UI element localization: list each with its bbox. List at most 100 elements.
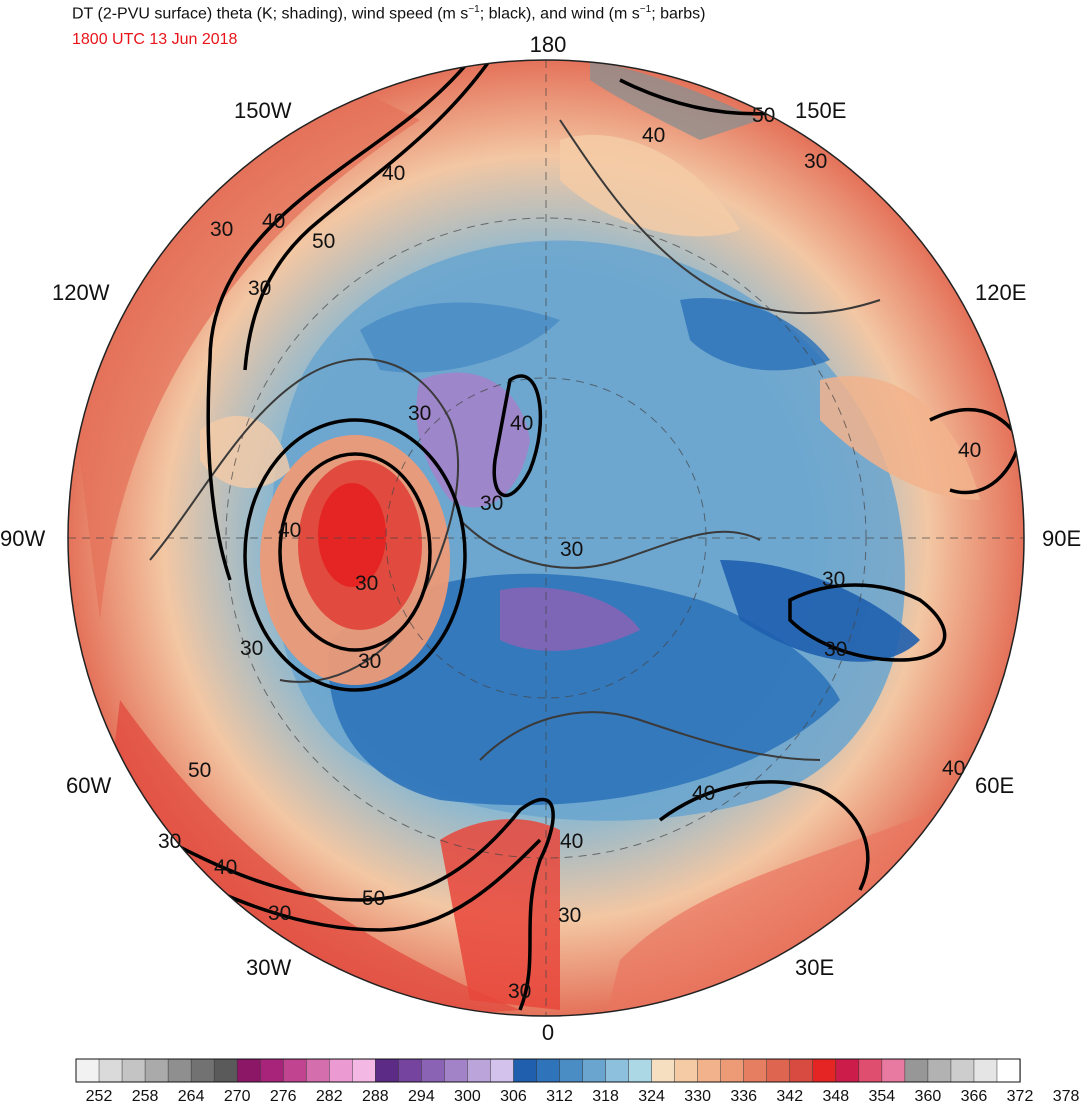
colorbar-swatch [98, 1058, 123, 1083]
colorbar-tick-label: 378 [1053, 1088, 1080, 1105]
colorbar-tick-label: 306 [500, 1088, 527, 1105]
colorbar-swatch [858, 1058, 883, 1083]
contour-label: 30 [210, 218, 233, 241]
colorbar-swatch [973, 1058, 998, 1083]
lon-label-0: 0 [542, 1020, 554, 1045]
colorbar-tick-label: 264 [178, 1088, 205, 1105]
contour-label: 40 [692, 782, 715, 805]
colorbar-tick-label: 324 [638, 1088, 665, 1105]
contour-label: 30 [508, 980, 531, 1003]
contour-label: 30 [408, 402, 431, 425]
colorbar-tick-label: 354 [868, 1088, 895, 1105]
colorbar-swatch [190, 1058, 215, 1083]
colorbar-swatch [444, 1058, 469, 1083]
lon-label-120w: 120W [52, 280, 110, 305]
contour-label: 40 [942, 757, 965, 780]
colorbar-swatch [236, 1058, 261, 1083]
contour-label: 50 [752, 104, 775, 127]
colorbar-swatch [536, 1058, 561, 1083]
colorbar-tick-label: 252 [86, 1088, 113, 1105]
colorbar-frame [75, 1058, 1021, 1083]
colorbar-tick-label: 312 [546, 1088, 573, 1105]
lon-label-150e: 150E [795, 98, 846, 123]
colorbar-swatch [513, 1058, 538, 1083]
contour-label: 40 [382, 162, 405, 185]
colorbar-tick-label: 366 [961, 1088, 988, 1105]
colorbar-swatch [121, 1058, 146, 1083]
colorbar-tick-label: 372 [1007, 1088, 1034, 1105]
colorbar-swatch [835, 1058, 860, 1083]
colorbar-swatch [559, 1058, 584, 1083]
contour-label: 50 [362, 887, 385, 910]
colorbar-swatch [950, 1058, 975, 1083]
contour-label: 40 [642, 124, 665, 147]
colorbar-swatch [375, 1058, 399, 1083]
colorbar-swatch [352, 1058, 376, 1083]
contour-label: 30 [268, 902, 291, 925]
colorbar-swatch [305, 1058, 330, 1083]
contour-label: 30 [480, 492, 503, 515]
colorbar-swatch [282, 1058, 307, 1083]
colorbar-tick-label: 300 [454, 1088, 481, 1105]
lon-label-60e: 60E [975, 773, 1014, 798]
polar-map: 30 40 50 30 40 30 40 30 30 40 30 30 30 5… [0, 32, 1081, 1045]
colorbar-swatch [743, 1058, 768, 1083]
colorbar-swatch [75, 1058, 100, 1083]
figure-title: DT (2-PVU surface) theta (K; shading), w… [72, 4, 706, 23]
colorbar-swatch [651, 1058, 676, 1083]
colorbar-swatch [812, 1058, 837, 1083]
colorbar-swatches [75, 1058, 1021, 1083]
contour-label: 40 [958, 439, 981, 462]
colorbar-swatch [605, 1058, 630, 1083]
colorbar-tick-label: 318 [592, 1088, 619, 1105]
colorbar-tick-label: 330 [684, 1088, 711, 1105]
lon-label-90w: 90W [0, 526, 45, 551]
colorbar-swatch [421, 1058, 446, 1083]
colorbar-swatch [467, 1058, 492, 1083]
colorbar-swatch [259, 1058, 284, 1083]
contour-label: 50 [312, 230, 335, 253]
colorbar-swatch [490, 1058, 515, 1083]
contour-label: 40 [278, 519, 301, 542]
contour-label: 30 [248, 277, 271, 300]
graticule [68, 60, 1024, 1016]
lon-label-150w: 150W [234, 98, 292, 123]
colorbar-swatch [213, 1058, 238, 1083]
colorbar-tick-label: 276 [270, 1088, 297, 1105]
colorbar-tick-label: 294 [408, 1088, 435, 1105]
colorbar-swatch [766, 1058, 791, 1083]
lon-label-120e: 120E [975, 280, 1026, 305]
lon-label-30w: 30W [246, 955, 291, 980]
contour-label: 30 [158, 830, 181, 853]
contour-label: 40 [214, 856, 237, 879]
colorbar-tick-label: 336 [730, 1088, 757, 1105]
colorbar-tick-label: 348 [822, 1088, 849, 1105]
colorbar-swatch [697, 1058, 722, 1083]
lon-label-30e: 30E [795, 955, 834, 980]
colorbar-tick-label: 342 [776, 1088, 803, 1105]
colorbar-tick-label: 270 [224, 1088, 251, 1105]
colorbar-swatch [167, 1058, 192, 1083]
colorbar-swatch [789, 1058, 814, 1083]
longitude-labels: 180 150E 120E 90E 60E 30E 0 30W 60W 90W … [0, 32, 1081, 1045]
contour-label: 40 [560, 830, 583, 853]
contour-label: 30 [804, 150, 827, 173]
colorbar-tick-label: 288 [362, 1088, 389, 1105]
valid-time-label: 1800 UTC 13 Jun 2018 [72, 31, 238, 48]
colorbar-ticks: 252 258 264 270 276 282 288 294 300 306 312 318 324 3… [86, 1088, 1080, 1105]
colorbar-swatch [881, 1058, 906, 1083]
contour-label: 30 [558, 904, 581, 927]
colorbar-tick-label: 360 [915, 1088, 942, 1105]
colorbar-swatch [927, 1058, 952, 1083]
lon-label-60w: 60W [66, 773, 111, 798]
contour-labels: 30 40 50 30 40 30 40 30 30 40 30 30 30 5… [158, 104, 981, 1003]
contour-label: 30 [824, 638, 847, 661]
contour-label: 30 [822, 568, 845, 591]
contour-label: 30 [355, 572, 378, 595]
colorbar-tick-label: 282 [316, 1088, 343, 1105]
colorbar-tick-label: 258 [132, 1088, 159, 1105]
colorbar-swatch [628, 1058, 653, 1083]
lon-label-90e: 90E [1042, 526, 1081, 551]
theta-shading [68, 60, 1024, 1016]
colorbar-swatch [329, 1058, 353, 1083]
